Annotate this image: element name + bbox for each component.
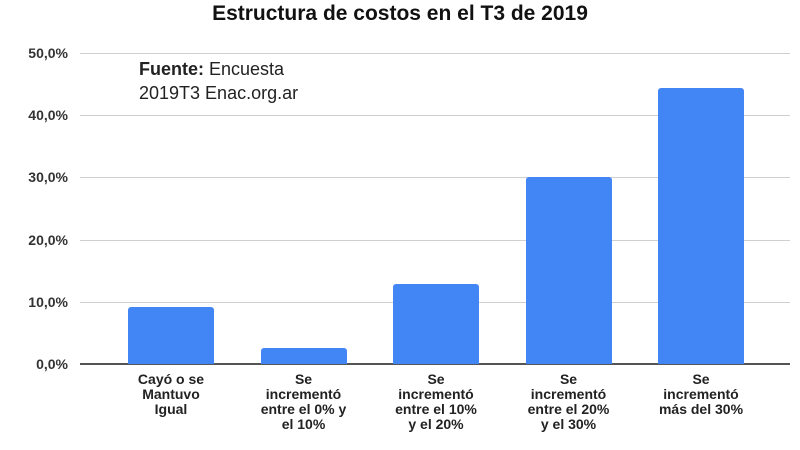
source-text-1: Encuesta — [204, 59, 285, 79]
source-annotation: Fuente: Encuesta 2019T3 Enac.org.ar — [139, 57, 298, 105]
y-tick-label: 50,0% — [28, 45, 68, 61]
y-tick-label: 0,0% — [36, 356, 68, 372]
bar[interactable] — [260, 347, 347, 364]
gridline — [80, 53, 790, 54]
bar[interactable] — [393, 283, 479, 364]
x-axis-baseline — [80, 363, 790, 365]
plot-area: 0,0% 10,0% 20,0% 30,0% 40,0% 50,0% — [28, 45, 790, 372]
gridline — [80, 239, 790, 241]
x-tick-label: Se incrementó entre el 0% y el 10% — [260, 371, 347, 432]
x-tick-label: Cayó o se Mantuvo Igual — [137, 371, 205, 417]
x-tick-label: Se incrementó entre el 10% y el 20% — [395, 371, 477, 432]
source-text-2: 2019T3 Enac.org.ar — [139, 83, 299, 103]
y-tick-label: 20,0% — [28, 231, 68, 248]
y-tick-label: 30,0% — [28, 169, 68, 186]
chart-title: Estructura de costos en el T3 de 2019 — [212, 2, 588, 25]
bar[interactable] — [128, 307, 214, 364]
bar[interactable] — [658, 87, 744, 364]
x-tick-label: Se incrementó entre el 20% y el 30% — [527, 371, 610, 432]
y-tick-label: 40,0% — [28, 107, 68, 124]
x-tick-label: Se incrementó más del 30% — [658, 371, 744, 417]
bar[interactable] — [525, 176, 612, 364]
source-label: Fuente: — [139, 59, 204, 79]
y-tick-label: 10,0% — [28, 293, 68, 310]
gridline — [80, 115, 790, 117]
gridline — [80, 177, 790, 179]
